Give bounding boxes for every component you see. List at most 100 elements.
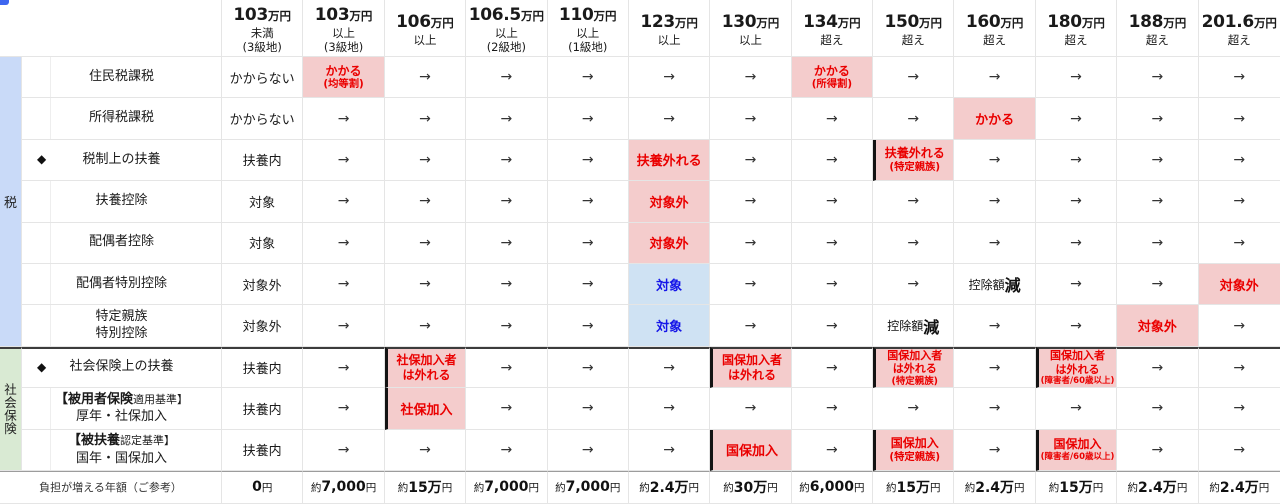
- arrow-icon: →: [988, 193, 1001, 210]
- footer-value-cell: 約 2.4万円: [954, 470, 1036, 504]
- status-cell: →: [384, 222, 467, 264]
- arrow-icon: →: [907, 276, 920, 293]
- status-text-line: (障害者/60歳以上): [1040, 376, 1115, 387]
- threshold-unit: 万円: [674, 15, 698, 30]
- arrow-icon: →: [1151, 400, 1164, 417]
- base-status-cell: かからない: [222, 98, 304, 140]
- arrow-icon: →: [988, 359, 1001, 376]
- status-cell: 対象外: [628, 222, 711, 264]
- footer-value-cell: 約 15万円: [1035, 470, 1118, 504]
- row-label-text: 【被用者保険適用基準】 厚年・社保加入: [55, 391, 188, 426]
- threshold-amount-line: 110万円: [559, 4, 617, 26]
- status-cell: →: [710, 181, 792, 223]
- footer-value-part: 円: [854, 481, 865, 494]
- status-cell: →: [791, 305, 874, 347]
- footer-value-part: 約: [799, 481, 810, 494]
- status-cell: →: [873, 222, 955, 264]
- threshold-amount-line: 201.6万円: [1202, 11, 1277, 33]
- status-text: 対象外: [1137, 320, 1177, 336]
- threshold-amount-line: 160万円: [966, 11, 1024, 33]
- status-cell: 控除額減: [954, 263, 1036, 306]
- income-column-header: 110万円 以上 (1級地): [547, 0, 629, 57]
- status-cell: →: [791, 222, 874, 264]
- footer-value-part: 30万: [733, 480, 768, 497]
- status-cell: →: [628, 98, 711, 140]
- status-cell: 対象外: [1198, 263, 1280, 306]
- arrow-icon: →: [988, 441, 1001, 458]
- threshold-area-grade: (3級地): [242, 40, 282, 55]
- income-column-header: 134万円 超え: [791, 0, 874, 57]
- row-label: 特定親族 特別控除: [22, 305, 222, 347]
- status-cell: →: [303, 263, 385, 306]
- status-cell: 社保加入者 は外れる: [384, 346, 467, 389]
- arrow-icon: →: [581, 317, 594, 334]
- status-cell: →: [791, 429, 874, 471]
- row-label: ◆ 社会保険上の扶養: [22, 346, 222, 389]
- arrow-icon: →: [744, 151, 757, 168]
- row-label-bold: 【被扶養: [67, 433, 120, 449]
- status-text-line: は外れる: [402, 367, 451, 382]
- footer-value-part: 約: [639, 481, 650, 494]
- row-label-text: 住民税課税: [88, 68, 154, 84]
- arrow-icon: →: [337, 193, 350, 210]
- row-label-text: 特定親族 特別控除: [95, 308, 148, 341]
- arrow-icon: →: [1070, 234, 1082, 251]
- arrow-icon: →: [1151, 110, 1164, 127]
- status-cell: →: [547, 305, 629, 347]
- row-label-text: 扶養控除: [95, 192, 148, 208]
- footer-row-label: 負担が増える年額（ご参考）: [0, 470, 222, 504]
- status-cell: →: [466, 305, 548, 347]
- footer-value-part: 約: [1209, 481, 1220, 494]
- status-text-line: 国保加入者: [1050, 349, 1106, 363]
- arrow-icon: →: [419, 234, 431, 251]
- status-text-line: 扶養外れる: [884, 146, 945, 161]
- footer-value-cell: 約 7,000 円: [466, 470, 548, 504]
- arrow-icon: →: [581, 276, 594, 293]
- footer-value-part: 約: [310, 481, 322, 494]
- arrow-icon: →: [581, 69, 594, 86]
- status-cell: →: [384, 181, 467, 223]
- status-cell: →: [628, 429, 711, 471]
- status-text: 対象: [656, 278, 683, 294]
- arrow-icon: →: [1070, 151, 1082, 168]
- income-column-header: 188万円 超え: [1117, 0, 1199, 57]
- footer-value-cell: 約 2.4万円: [1117, 470, 1199, 504]
- arrow-icon: →: [581, 151, 594, 168]
- status-cell: →: [1035, 57, 1118, 99]
- arrow-icon: →: [826, 317, 838, 334]
- status-cell: →: [1035, 305, 1118, 347]
- status-cell: →: [303, 388, 385, 430]
- status-cell: →: [791, 98, 874, 140]
- status-text: 対象外: [649, 237, 689, 253]
- status-cell: →: [873, 181, 955, 223]
- threshold-amount-line: 103万円: [315, 4, 373, 26]
- status-cell: →: [791, 388, 874, 430]
- status-cell: →: [466, 429, 548, 471]
- status-cell: →: [873, 57, 955, 99]
- status-cell: →: [466, 57, 548, 99]
- income-column-header: 180万円 超え: [1035, 0, 1118, 57]
- status-cell: 国保加入: [710, 429, 792, 471]
- tax-group-band: 税: [0, 57, 22, 347]
- arrow-icon: →: [581, 400, 594, 417]
- arrow-icon: →: [1151, 276, 1164, 293]
- status-text: 国保加入: [725, 444, 778, 460]
- arrow-icon: →: [988, 234, 1001, 251]
- status-cell: →: [1035, 388, 1118, 430]
- threshold-unit: 万円: [1163, 15, 1187, 30]
- arrow-icon: →: [826, 234, 838, 251]
- footer-value-part: 円: [1092, 481, 1104, 494]
- threshold-amount-line: 130万円: [722, 11, 780, 33]
- footer-value-cell: 約 7,000 円: [303, 470, 385, 504]
- arrow-icon: →: [663, 400, 675, 417]
- status-emphasis: 減: [1004, 276, 1021, 296]
- footer-value-part: 15万: [896, 480, 930, 497]
- arrow-icon: →: [1233, 359, 1246, 376]
- status-text: かかる (所得割): [812, 64, 852, 91]
- arrow-icon: →: [1233, 400, 1246, 417]
- arrow-icon: →: [744, 234, 757, 251]
- arrow-icon: →: [1070, 276, 1082, 293]
- status-cell: かかる: [954, 98, 1036, 140]
- footer-value-part: 2.4万: [649, 480, 689, 497]
